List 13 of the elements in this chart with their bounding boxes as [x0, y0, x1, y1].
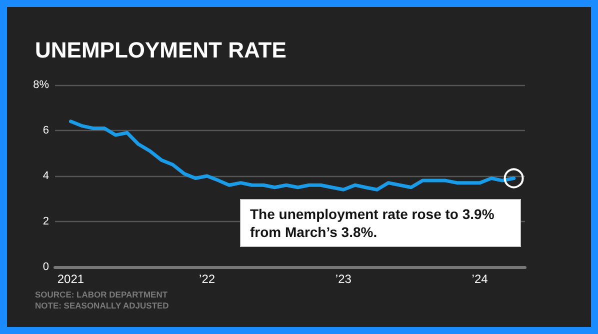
source-note: SOURCE: LABOR DEPARTMENT	[35, 290, 168, 300]
x-tick-label: 2021	[57, 272, 84, 286]
chart-title: UNEMPLOYMENT RATE	[35, 38, 286, 62]
annotation: The unemployment rate rose to 3.9% from March’s 3.8%.	[250, 206, 498, 240]
x-tick-label: ’23	[335, 272, 352, 286]
y-tick-label: 4	[42, 170, 49, 182]
y-tick-label: 2	[42, 216, 49, 228]
y-tick-label: 6	[42, 124, 49, 136]
text: NOTE: SEASONALLY ADJUSTED	[35, 300, 169, 310]
y-tick-label: 8%	[33, 79, 50, 91]
x-tick-label: ’22	[199, 272, 216, 286]
x-tick-label: ’24	[472, 272, 488, 286]
y-tick-label: 0	[42, 261, 49, 273]
